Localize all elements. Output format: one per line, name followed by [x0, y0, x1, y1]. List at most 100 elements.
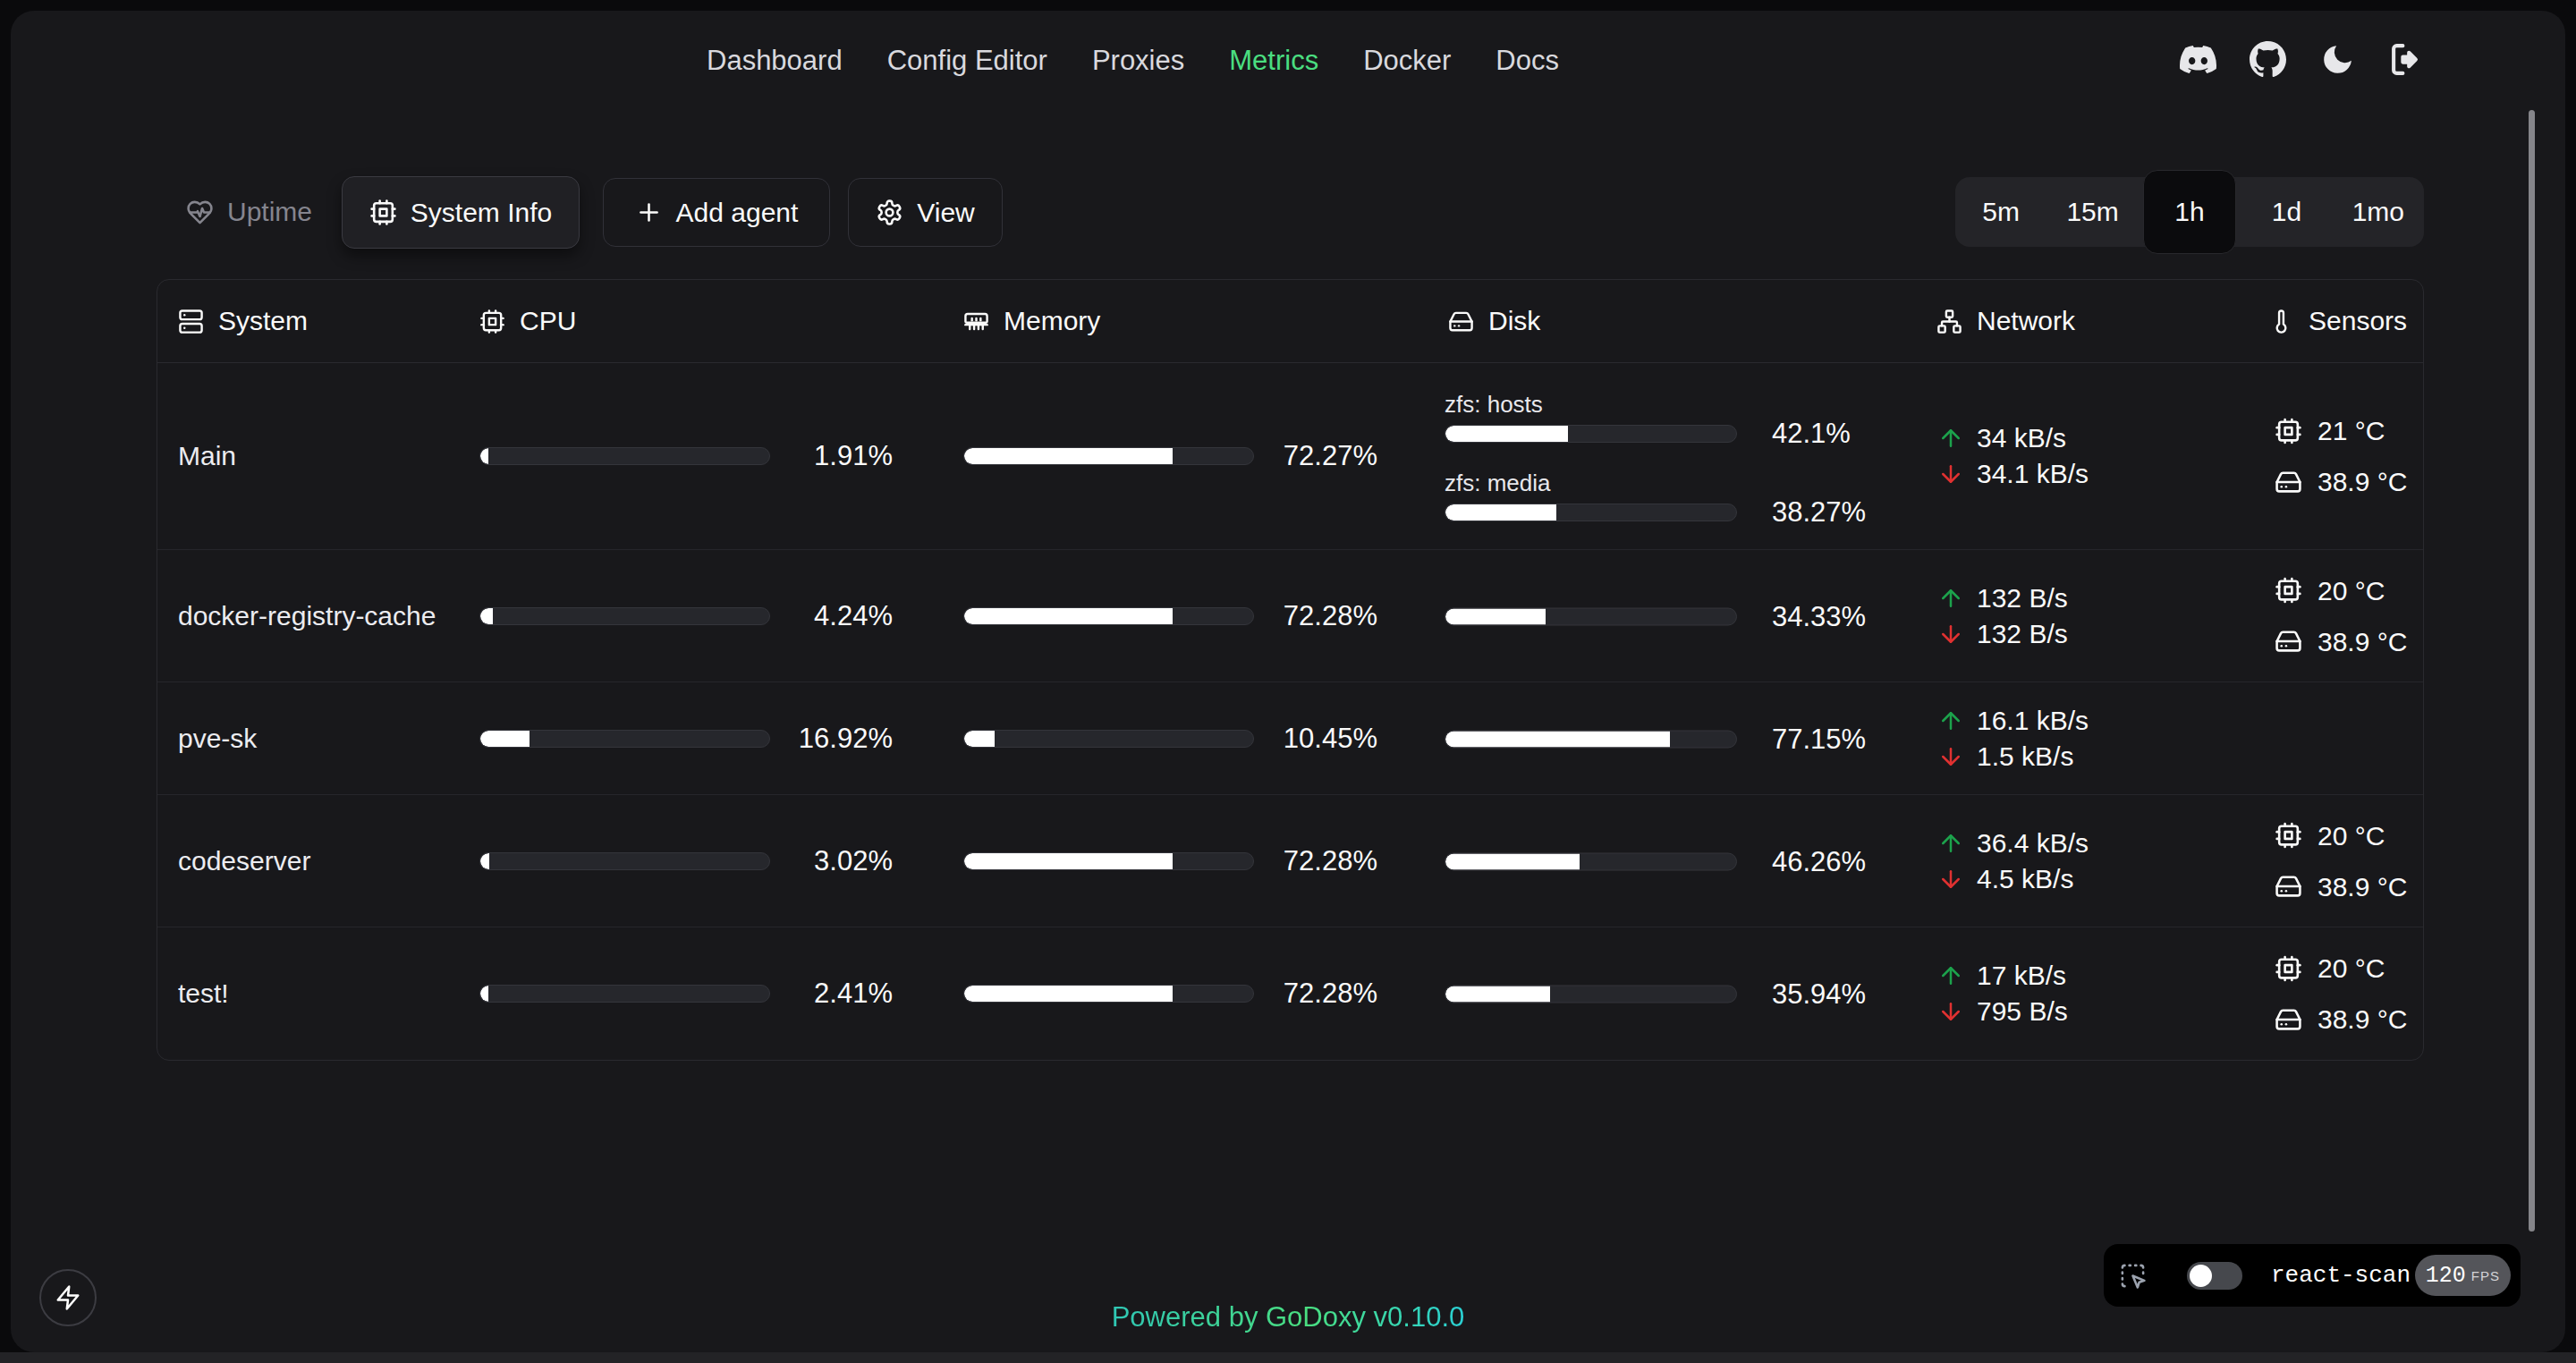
drive-temp-icon: [2275, 873, 2302, 901]
upload-speed: 17 kB/s: [1977, 961, 2066, 991]
network-cell: 17 kB/s 795 B/s: [1937, 958, 2068, 1029]
temperature-value: 38.9 °C: [2318, 1004, 2407, 1035]
upload-arrow-icon: [1937, 830, 1964, 857]
disk-cell: 46.26%: [1445, 851, 1874, 870]
bottom-window-edge: [0, 1352, 2576, 1363]
table-row: docker-registry-cache 4.24% 72.28% 34.33…: [157, 550, 2423, 682]
thermometer-icon: [2268, 309, 2294, 334]
download-speed: 34.1 kB/s: [1977, 459, 2089, 489]
system-info-label: System Info: [411, 198, 552, 228]
time-range-1mo[interactable]: 1mo: [2333, 177, 2424, 247]
disk-cell: 34.33%: [1445, 606, 1874, 625]
powered-by-text[interactable]: Powered by GoDoxy v0.10.0: [1112, 1301, 1465, 1333]
upload-speed: 34 kB/s: [1977, 423, 2066, 453]
sensors-cell: 20 °C38.9 °C: [2275, 952, 2407, 1037]
memory-bar: [963, 852, 1254, 870]
cpu-value: 2.41%: [770, 978, 893, 1010]
download-arrow-icon: [1937, 866, 1964, 893]
download-speed: 4.5 kB/s: [1977, 864, 2073, 894]
disk-entry: zfs: media 38.27%: [1445, 470, 1874, 521]
sensors-cell: 20 °C38.9 °C: [2275, 573, 2407, 658]
logout-icon[interactable]: [2389, 41, 2426, 78]
time-range-1d[interactable]: 1d: [2241, 177, 2332, 247]
disk-value: 34.33%: [1772, 606, 1866, 625]
cpu-value: 4.24%: [770, 600, 893, 632]
nav-item-metrics[interactable]: Metrics: [1229, 45, 1318, 77]
toggle-knob: [2190, 1265, 2212, 1287]
table-row: Main 1.91% 72.27% zfs: hosts 42.1% zfs: …: [157, 363, 2423, 550]
upload-speed: 132 B/s: [1977, 583, 2068, 614]
cpu-value: 1.91%: [770, 440, 893, 472]
memory-value: 72.28%: [1254, 600, 1377, 632]
cpu-icon: [479, 309, 505, 334]
nav-item-docker[interactable]: Docker: [1363, 45, 1451, 77]
nav-item-dashboard[interactable]: Dashboard: [707, 45, 843, 77]
drive-temp-icon: [2275, 628, 2302, 656]
disk-cell: 77.15%: [1445, 729, 1874, 748]
temperature-value: 20 °C: [2318, 575, 2385, 605]
fps-value: 120: [2426, 1263, 2466, 1289]
disk-bar: [1445, 852, 1737, 870]
table-row: codeserver 3.02% 72.28% 46.26% 36.4 kB/s…: [157, 795, 2423, 927]
temperature-value: 38.9 °C: [2318, 467, 2407, 497]
column-header-network: Network: [1936, 306, 2075, 336]
disk-entry: 35.94%: [1445, 985, 1874, 1003]
network-icon: [1936, 309, 1962, 334]
add-agent-button[interactable]: Add agent: [603, 178, 830, 247]
system-name: test!: [178, 978, 229, 1009]
discord-icon[interactable]: [2180, 41, 2216, 78]
uptime-label: Uptime: [227, 197, 312, 227]
github-icon[interactable]: [2250, 41, 2286, 78]
time-range-15m[interactable]: 15m: [2046, 177, 2138, 247]
download-speed: 1.5 kB/s: [1977, 741, 2073, 772]
disk-entry: 77.15%: [1445, 729, 1874, 748]
disk-label: zfs: hosts: [1445, 391, 1737, 419]
view-button[interactable]: View: [848, 178, 1003, 247]
upload-arrow-icon: [1937, 585, 1964, 612]
quick-actions-button[interactable]: [39, 1269, 97, 1326]
column-header-system: System: [178, 306, 308, 336]
column-header-disk: Disk: [1448, 306, 1540, 336]
gear-icon: [876, 199, 903, 226]
cpu-temp-icon: [2275, 417, 2302, 444]
drive-temp-icon: [2275, 1005, 2302, 1033]
uptime-button[interactable]: Uptime: [186, 176, 312, 248]
download-speed: 132 B/s: [1977, 619, 2068, 649]
scrollbar-thumb[interactable]: [2529, 110, 2535, 1232]
react-scan-toggle[interactable]: [2187, 1262, 2242, 1290]
disk-bar: [1445, 986, 1737, 1003]
disk-bar: [1445, 730, 1737, 748]
disk-bar: [1445, 504, 1737, 521]
cpu-bar: [479, 447, 770, 465]
react-scan-label: react-scan: [2271, 1262, 2411, 1289]
disk-value: 46.26%: [1772, 851, 1866, 870]
memory-value: 72.28%: [1254, 845, 1377, 877]
nav-item-docs[interactable]: Docs: [1496, 45, 1559, 77]
upload-arrow-icon: [1937, 962, 1964, 989]
time-range-1h[interactable]: 1h: [2143, 170, 2236, 254]
disk-entry: zfs: hosts 42.1%: [1445, 391, 1874, 443]
system-name: pve-sk: [178, 724, 257, 754]
memory-icon: [963, 309, 989, 334]
add-agent-label: Add agent: [676, 198, 799, 228]
view-label: View: [917, 198, 974, 228]
upload-speed: 36.4 kB/s: [1977, 828, 2089, 859]
cpu-bar: [479, 985, 770, 1003]
nav-item-config-editor[interactable]: Config Editor: [887, 45, 1047, 77]
dark-mode-icon[interactable]: [2319, 41, 2356, 78]
time-range-5m[interactable]: 5m: [1955, 177, 2046, 247]
server-icon: [178, 309, 204, 334]
network-cell: 16.1 kB/s 1.5 kB/s: [1937, 703, 2089, 775]
drive-temp-icon: [2275, 468, 2302, 495]
network-cell: 34 kB/s 34.1 kB/s: [1937, 420, 2089, 492]
memory-value: 10.45%: [1254, 723, 1377, 755]
download-speed: 795 B/s: [1977, 996, 2068, 1027]
heart-pulse-icon: [186, 199, 214, 226]
system-info-button[interactable]: System Info: [342, 176, 580, 249]
nav-icons: [2180, 41, 2426, 78]
inspect-icon[interactable]: [2119, 1262, 2147, 1290]
temperature-value: 20 °C: [2318, 820, 2385, 851]
network-cell: 132 B/s 132 B/s: [1937, 580, 2068, 652]
sensors-cell: 21 °C38.9 °C: [2275, 414, 2407, 499]
nav-item-proxies[interactable]: Proxies: [1092, 45, 1184, 77]
